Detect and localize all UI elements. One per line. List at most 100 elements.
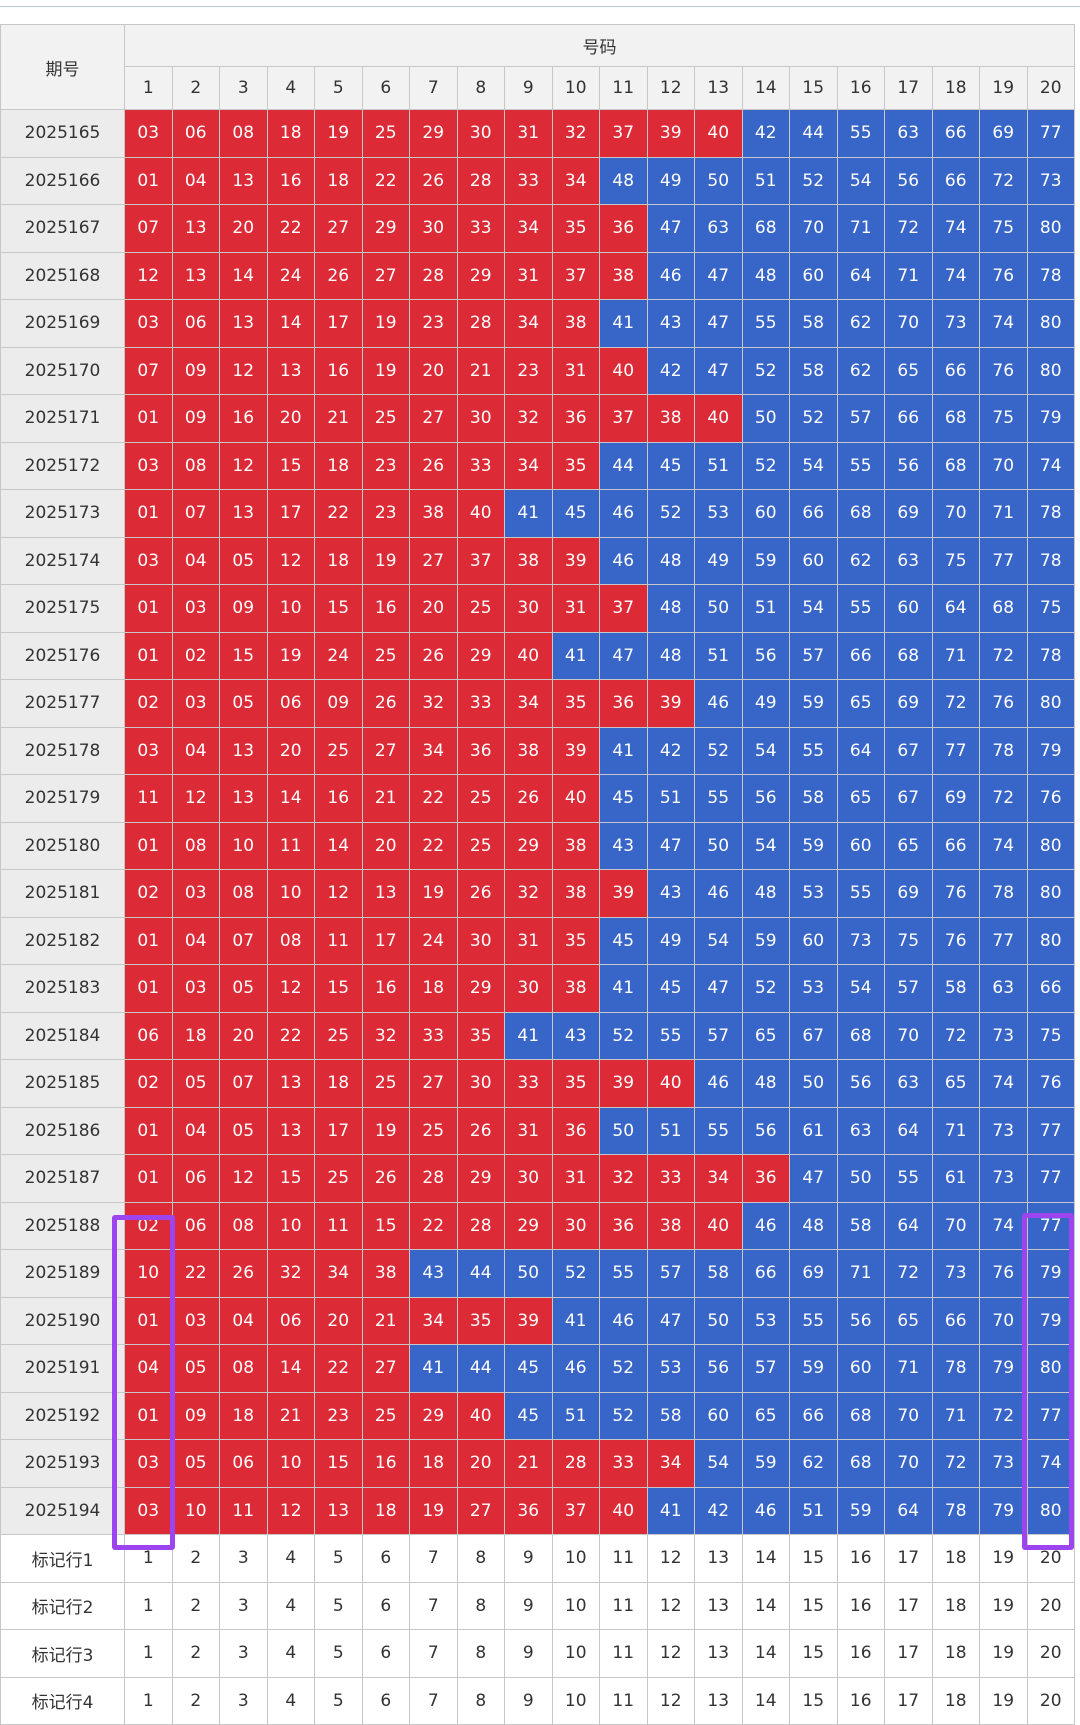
number-cell: 49 xyxy=(694,536,743,585)
number-cell: 66 xyxy=(931,821,980,870)
table-row: 2025185 02 05 07 13 18 25 27 30 33 35 39 40 46 48 50 56 6… xyxy=(0,1059,1075,1108)
number-cell: 38 xyxy=(551,964,600,1013)
number-cell: 58 xyxy=(931,964,980,1013)
number-cell: 23 xyxy=(361,441,410,490)
number-cell: 51 xyxy=(694,441,743,490)
number-cell: 14 xyxy=(266,774,315,823)
number-cell: 39 xyxy=(646,679,695,728)
number-cell: 09 xyxy=(171,1391,220,1440)
number-cell: 03 xyxy=(124,1486,173,1535)
number-cell: 72 xyxy=(979,1391,1028,1440)
number-cell: 12 xyxy=(124,251,173,300)
number-cell: 39 xyxy=(599,869,648,918)
number-cell: 45 xyxy=(646,441,695,490)
number-cell: 06 xyxy=(171,1201,220,1250)
table-row: 2025176 01 02 15 19 24 25 26 29 40 41 47 48 51 56 57 66 6… xyxy=(0,631,1075,680)
period-cell: 2025178 xyxy=(0,726,125,775)
marker-cell: 3 xyxy=(219,1629,268,1678)
number-cell: 22 xyxy=(409,774,458,823)
number-cell: 52 xyxy=(789,394,838,443)
marker-cell: 8 xyxy=(456,1581,505,1630)
period-cell: 2025175 xyxy=(0,584,125,633)
number-cell: 16 xyxy=(361,1439,410,1488)
number-cell: 75 xyxy=(979,394,1028,443)
number-cell: 43 xyxy=(646,299,695,348)
number-cell: 03 xyxy=(171,869,220,918)
number-cell: 79 xyxy=(1026,726,1075,775)
number-cell: 15 xyxy=(219,631,268,680)
number-cell: 78 xyxy=(931,1486,980,1535)
number-cell: 64 xyxy=(884,1201,933,1250)
number-cell: 38 xyxy=(646,1201,695,1250)
number-cell: 44 xyxy=(789,109,838,158)
number-cell: 13 xyxy=(219,726,268,775)
number-cell: 72 xyxy=(979,156,1028,205)
number-cell: 40 xyxy=(599,1486,648,1535)
number-cell: 52 xyxy=(789,156,838,205)
marker-cell: 7 xyxy=(409,1629,458,1678)
number-cell: 22 xyxy=(171,1249,220,1298)
number-cell: 35 xyxy=(456,1296,505,1345)
number-cell: 25 xyxy=(456,774,505,823)
number-cell: 25 xyxy=(361,1391,410,1440)
number-cell: 76 xyxy=(979,679,1028,728)
number-cell: 79 xyxy=(1026,1296,1075,1345)
number-cell: 37 xyxy=(599,109,648,158)
number-cell: 45 xyxy=(646,964,695,1013)
marker-cell: 3 xyxy=(219,1676,268,1725)
table-row: 2025179 11 12 13 14 16 21 22 25 26 40 45 51 55 56 58 65 6… xyxy=(0,774,1075,823)
table-row: 2025183 01 03 05 12 15 16 18 29 30 38 41 45 47 52 53 54 5… xyxy=(0,964,1075,1013)
table-row: 2025172 03 08 12 15 18 23 26 33 34 35 44 45 51 52 54 55 5… xyxy=(0,441,1075,490)
number-cell: 14 xyxy=(266,299,315,348)
column-header: 8 xyxy=(456,66,505,110)
number-cell: 65 xyxy=(884,821,933,870)
number-cell: 07 xyxy=(219,1059,268,1108)
column-header: 5 xyxy=(314,66,363,110)
number-cell: 20 xyxy=(266,394,315,443)
number-cell: 20 xyxy=(361,821,410,870)
number-cell: 20 xyxy=(456,1439,505,1488)
table-row: 2025181 02 03 08 10 12 13 19 26 32 38 39 43 46 48 53 55 6… xyxy=(0,869,1075,918)
number-cell: 07 xyxy=(124,204,173,253)
number-cell: 11 xyxy=(314,1201,363,1250)
number-cell: 30 xyxy=(409,204,458,253)
number-cell: 33 xyxy=(504,156,553,205)
number-cell: 68 xyxy=(836,1391,885,1440)
number-cell: 38 xyxy=(409,489,458,538)
period-cell: 2025181 xyxy=(0,869,125,918)
number-cell: 41 xyxy=(504,489,553,538)
number-cell: 13 xyxy=(361,869,410,918)
marker-cell: 19 xyxy=(979,1629,1028,1678)
number-cell: 50 xyxy=(694,821,743,870)
marker-cell: 9 xyxy=(504,1581,553,1630)
number-cell: 40 xyxy=(504,631,553,680)
number-cell: 26 xyxy=(409,441,458,490)
number-cell: 53 xyxy=(646,1344,695,1393)
number-cell: 44 xyxy=(456,1249,505,1298)
number-cell: 54 xyxy=(789,441,838,490)
number-cell: 69 xyxy=(884,869,933,918)
number-cell: 52 xyxy=(741,346,790,395)
number-cell: 50 xyxy=(789,1059,838,1108)
number-cell: 53 xyxy=(789,869,838,918)
number-cell: 29 xyxy=(409,109,458,158)
number-cell: 73 xyxy=(931,1249,980,1298)
number-cell: 75 xyxy=(884,916,933,965)
number-cell: 58 xyxy=(694,1249,743,1298)
number-cell: 26 xyxy=(361,679,410,728)
marker-cell: 4 xyxy=(266,1581,315,1630)
number-cell: 03 xyxy=(124,299,173,348)
header-numbers: 号码 xyxy=(124,24,1075,67)
number-cell: 39 xyxy=(504,1296,553,1345)
number-cell: 70 xyxy=(789,204,838,253)
column-header: 7 xyxy=(409,66,458,110)
number-cell: 05 xyxy=(171,1439,220,1488)
number-cell: 72 xyxy=(931,1011,980,1060)
marker-cell: 8 xyxy=(456,1676,505,1725)
number-cell: 05 xyxy=(219,536,268,585)
number-cell: 69 xyxy=(789,1249,838,1298)
number-cell: 36 xyxy=(599,204,648,253)
number-cell: 52 xyxy=(551,1249,600,1298)
number-cell: 34 xyxy=(409,1296,458,1345)
number-cell: 65 xyxy=(836,679,885,728)
